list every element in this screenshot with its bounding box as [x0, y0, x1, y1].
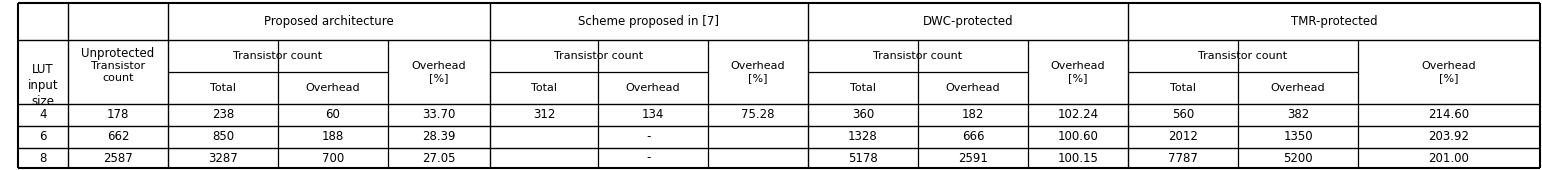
Text: 7787: 7787: [1167, 151, 1198, 165]
Text: 28.39: 28.39: [423, 131, 456, 143]
Text: 2012: 2012: [1167, 131, 1198, 143]
Text: Overhead: Overhead: [1271, 83, 1325, 93]
Text: 6: 6: [39, 131, 46, 143]
Text: 188: 188: [322, 131, 344, 143]
Text: 5178: 5178: [848, 151, 877, 165]
Text: 201.00: 201.00: [1428, 151, 1470, 165]
Text: Unprotected: Unprotected: [82, 47, 154, 60]
Text: 3287: 3287: [208, 151, 237, 165]
Text: 100.60: 100.60: [1058, 131, 1098, 143]
Text: Transistor count: Transistor count: [873, 51, 962, 61]
Text: Overhead: Overhead: [305, 83, 361, 93]
Text: Transistor count: Transistor count: [233, 51, 322, 61]
Text: 662: 662: [106, 131, 130, 143]
Text: 700: 700: [322, 151, 344, 165]
Text: -: -: [646, 131, 651, 143]
Text: Total: Total: [210, 83, 236, 93]
Text: TMR-protected: TMR-protected: [1291, 15, 1377, 28]
Text: 134: 134: [641, 108, 665, 122]
Text: 2591: 2591: [958, 151, 988, 165]
Text: Scheme proposed in [7]: Scheme proposed in [7]: [578, 15, 720, 28]
Text: 850: 850: [211, 131, 234, 143]
Text: Overhead: Overhead: [626, 83, 680, 93]
Text: LUT
input
size: LUT input size: [28, 63, 59, 108]
Text: 560: 560: [1172, 108, 1194, 122]
Text: 666: 666: [962, 131, 984, 143]
Text: 214.60: 214.60: [1428, 108, 1470, 122]
Text: 1328: 1328: [848, 131, 877, 143]
Text: 75.28: 75.28: [742, 108, 774, 122]
Text: 203.92: 203.92: [1428, 131, 1470, 143]
Text: Total: Total: [850, 83, 876, 93]
Text: 27.05: 27.05: [423, 151, 456, 165]
Text: Overhead: Overhead: [945, 83, 1001, 93]
Text: Total: Total: [530, 83, 557, 93]
Text: 382: 382: [1288, 108, 1309, 122]
Text: 33.70: 33.70: [423, 108, 456, 122]
Text: 60: 60: [325, 108, 341, 122]
Text: Overhead
[%]: Overhead [%]: [412, 61, 466, 83]
Text: 178: 178: [106, 108, 130, 122]
Text: 4: 4: [39, 108, 46, 122]
Text: DWC-protected: DWC-protected: [922, 15, 1013, 28]
Text: Total: Total: [1170, 83, 1197, 93]
Text: 8: 8: [39, 151, 46, 165]
Text: 238: 238: [211, 108, 234, 122]
Text: 360: 360: [851, 108, 874, 122]
Text: Transistor count: Transistor count: [1198, 51, 1288, 61]
Text: Proposed architecture: Proposed architecture: [264, 15, 393, 28]
Text: Transistor
count: Transistor count: [91, 61, 145, 83]
Text: 2587: 2587: [103, 151, 133, 165]
Text: Transistor count: Transistor count: [555, 51, 643, 61]
Text: 182: 182: [962, 108, 984, 122]
Text: Overhead
[%]: Overhead [%]: [731, 61, 785, 83]
Text: -: -: [646, 151, 651, 165]
Text: 100.15: 100.15: [1058, 151, 1098, 165]
Text: Overhead
[%]: Overhead [%]: [1422, 61, 1476, 83]
Text: 5200: 5200: [1283, 151, 1312, 165]
Text: 1350: 1350: [1283, 131, 1312, 143]
Text: 102.24: 102.24: [1058, 108, 1098, 122]
Text: Overhead
[%]: Overhead [%]: [1050, 61, 1106, 83]
Text: 312: 312: [534, 108, 555, 122]
